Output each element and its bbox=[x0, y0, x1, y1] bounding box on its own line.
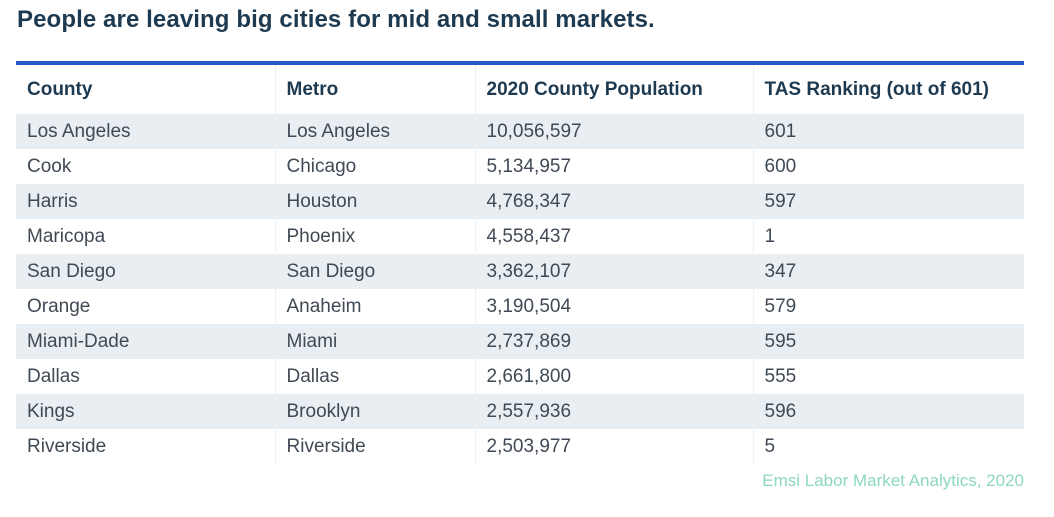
table-cell: 2,557,936 bbox=[474, 394, 753, 429]
population-table: County Metro 2020 County Population TAS Ran… bbox=[16, 61, 1024, 464]
table-row: Miami-Dade Miami 2,737,869 595 bbox=[16, 324, 1024, 359]
table-header-row: County Metro 2020 County Population TAS Ran… bbox=[16, 63, 1024, 114]
page-title: People are leaving big cities for mid an… bbox=[17, 6, 655, 33]
table-cell: Phoenix bbox=[274, 219, 475, 254]
table-cell: 10,056,597 bbox=[474, 114, 753, 149]
table-row: Harris Houston 4,768,347 597 bbox=[16, 184, 1024, 219]
table-cell: Chicago bbox=[274, 149, 475, 184]
table-cell: 4,768,347 bbox=[474, 184, 753, 219]
table-cell: 2,661,800 bbox=[474, 359, 753, 394]
source-note: Emsi Labor Market Analytics, 2020 bbox=[762, 471, 1024, 490]
table-cell: Kings bbox=[16, 394, 275, 429]
table-cell: Orange bbox=[27, 295, 91, 317]
table-cell: 600 bbox=[752, 149, 1024, 184]
table-cell: Riverside bbox=[274, 429, 475, 464]
table-row: Los Angeles Los Angeles 10,056,597 601 bbox=[16, 114, 1024, 149]
table-cell: Dallas bbox=[27, 365, 80, 387]
table-cell: 347 bbox=[752, 254, 1024, 289]
table-cell: Los Angeles bbox=[16, 114, 275, 149]
table-cell: 5 bbox=[752, 429, 1024, 464]
table-cell: Anaheim bbox=[274, 289, 475, 324]
table-cell: 2,503,977 bbox=[474, 429, 753, 464]
table-cell: Cook bbox=[27, 155, 72, 177]
table-cell: 1 bbox=[752, 219, 1024, 254]
table-cell: Maricopa bbox=[27, 225, 106, 247]
table-row: Riverside Riverside 2,503,977 5 bbox=[16, 429, 1024, 464]
table-cell: 595 bbox=[752, 324, 1024, 359]
table-cell: 601 bbox=[752, 114, 1024, 149]
table-cell: 5,134,957 bbox=[474, 149, 753, 184]
table-cell: 597 bbox=[752, 184, 1024, 219]
table-cell: 3,190,504 bbox=[474, 289, 753, 324]
table-row: Orange Anaheim 3,190,504 579 bbox=[16, 289, 1024, 324]
table-cell: 555 bbox=[752, 359, 1024, 394]
column-header: 2020 County Population bbox=[474, 63, 753, 114]
table-cell: 579 bbox=[752, 289, 1024, 324]
column-header: County bbox=[27, 78, 93, 100]
table-row: Dallas Dallas 2,661,800 555 bbox=[16, 359, 1024, 394]
table-cell: 3,362,107 bbox=[474, 254, 753, 289]
table-cell: Riverside bbox=[27, 435, 107, 457]
table-cell: Los Angeles bbox=[274, 114, 475, 149]
table-cell: Miami-Dade bbox=[16, 324, 275, 359]
table-cell: Brooklyn bbox=[274, 394, 475, 429]
table-cell: Miami bbox=[274, 324, 475, 359]
table-cell: Harris bbox=[16, 184, 275, 219]
table-cell: Houston bbox=[274, 184, 475, 219]
table-row: San Diego San Diego 3,362,107 347 bbox=[16, 254, 1024, 289]
column-header: Metro bbox=[274, 63, 475, 114]
table-row: Maricopa Phoenix 4,558,437 1 bbox=[16, 219, 1024, 254]
table-cell: Dallas bbox=[274, 359, 475, 394]
table-cell: 596 bbox=[752, 394, 1024, 429]
column-header: TAS Ranking (out of 601) bbox=[752, 63, 1024, 114]
table-cell: 4,558,437 bbox=[474, 219, 753, 254]
table-cell: San Diego bbox=[16, 254, 275, 289]
table-cell: 2,737,869 bbox=[474, 324, 753, 359]
table-row: Cook Chicago 5,134,957 600 bbox=[16, 149, 1024, 184]
table-cell: San Diego bbox=[274, 254, 475, 289]
table-row: Kings Brooklyn 2,557,936 596 bbox=[16, 394, 1024, 429]
